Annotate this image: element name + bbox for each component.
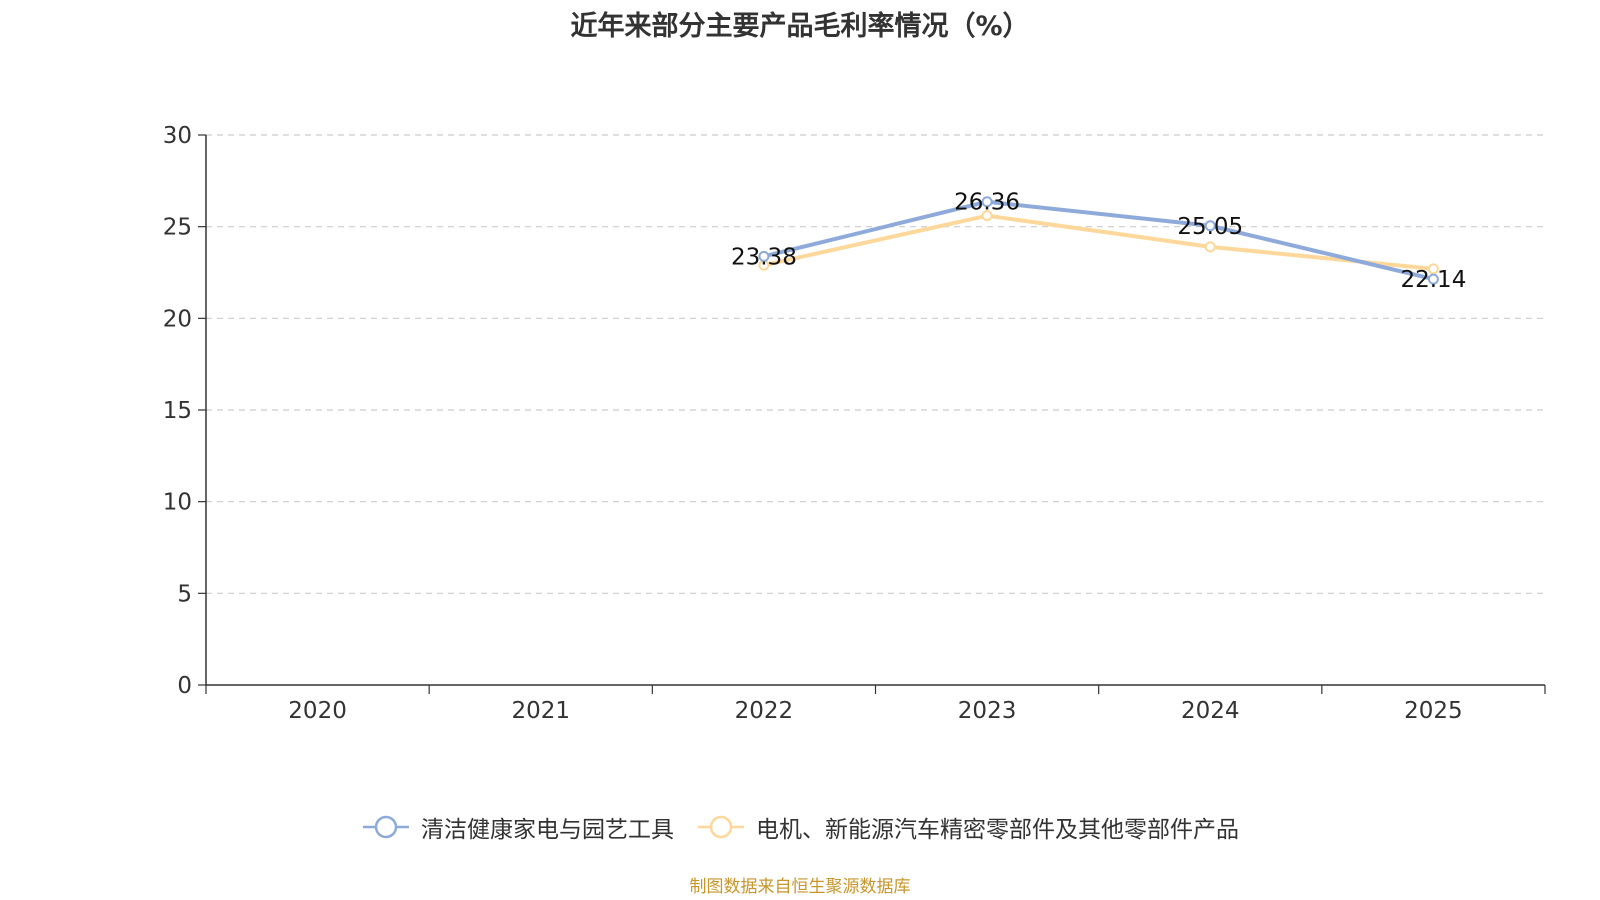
legend-circle — [709, 815, 733, 839]
source-note: 制图数据来自恒生聚源数据库 — [689, 877, 911, 897]
data-label: 25.05 — [1177, 214, 1243, 240]
legend-circle — [374, 815, 398, 839]
y-tick-label: 0 — [177, 673, 192, 699]
data-labels: 23.38 26.36 25.05 22.14 — [731, 190, 1466, 293]
y-tick-label: 30 — [163, 123, 192, 149]
data-point — [981, 210, 993, 222]
x-tick-label: 2024 — [1181, 698, 1240, 724]
data-label: 22.14 — [1400, 267, 1466, 293]
series-lines — [758, 196, 1439, 285]
x-tick-label: 2025 — [1404, 698, 1463, 724]
series-line — [761, 199, 1436, 282]
x-tick-label: 2020 — [288, 698, 347, 724]
data-label: 23.38 — [731, 244, 797, 270]
gridlines — [206, 134, 1545, 594]
legend-item[interactable]: 电机、新能源汽车精密零部件及其他零部件产品 — [696, 810, 1239, 844]
x-tick-label: 2021 — [511, 698, 570, 724]
legend-label: 电机、新能源汽车精密零部件及其他零部件产品 — [756, 817, 1239, 843]
data-point — [1427, 273, 1439, 285]
series-line — [761, 213, 1436, 271]
data-point — [1204, 220, 1216, 232]
x-tick-label: 2022 — [735, 698, 794, 724]
legend-label: 清洁健康家电与园艺工具 — [421, 817, 674, 843]
data-label: 26.36 — [954, 190, 1020, 216]
legend-item[interactable]: 清洁健康家电与园艺工具 — [361, 810, 674, 844]
chart-title: 近年来部分主要产品毛利率情况（%） — [570, 11, 1030, 42]
y-tick-label: 25 — [163, 215, 192, 241]
data-point — [1427, 263, 1439, 275]
data-point — [1204, 241, 1216, 253]
y-tick-label: 5 — [177, 581, 192, 607]
legend-line-circle-icon — [698, 815, 744, 839]
y-tick-label: 20 — [163, 306, 192, 332]
data-point — [981, 196, 993, 208]
legend: 清洁健康家电与园艺工具 电机、新能源汽车精密零部件及其他零部件产品 — [0, 810, 1600, 844]
y-tick-label: 10 — [163, 490, 192, 516]
y-tick-label: 15 — [163, 398, 192, 424]
data-point — [758, 250, 770, 262]
x-tick-label: 2023 — [958, 698, 1017, 724]
legend-line-circle-icon — [363, 815, 409, 839]
